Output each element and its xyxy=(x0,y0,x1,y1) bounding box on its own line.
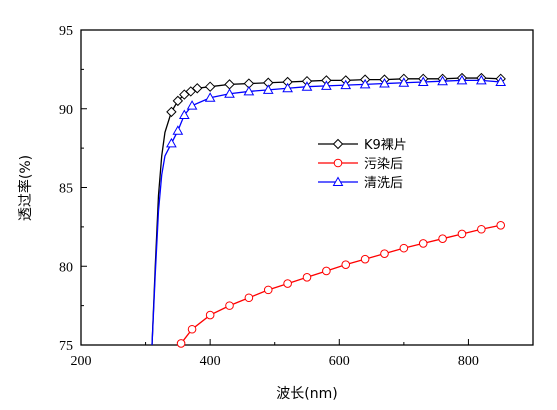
y-axis-ticks: 75 80 85 90 95 xyxy=(59,24,87,354)
y-tick-label: 75 xyxy=(59,339,73,354)
data-point xyxy=(166,106,177,118)
data-point xyxy=(475,74,487,85)
data-point xyxy=(399,243,409,253)
y-tick-label: 95 xyxy=(59,24,73,39)
legend-label: 污染后 xyxy=(364,157,403,172)
series-line xyxy=(151,79,501,346)
data-point xyxy=(301,81,313,91)
data-point xyxy=(263,285,273,295)
data-point xyxy=(225,301,234,310)
series-line xyxy=(180,224,501,344)
data-point xyxy=(172,95,184,107)
data-point xyxy=(456,74,468,85)
data-point xyxy=(341,260,351,269)
x-tick-label: 800 xyxy=(458,354,479,369)
data-point xyxy=(398,77,410,87)
data-point xyxy=(176,339,186,348)
data-point xyxy=(262,84,274,94)
data-point xyxy=(359,78,371,89)
series-1 xyxy=(176,221,506,348)
data-point xyxy=(379,78,390,88)
data-point xyxy=(224,79,235,90)
legend-label: 清洗后 xyxy=(364,176,403,191)
data-point xyxy=(321,80,332,90)
x-axis-label: 波长(nm) xyxy=(276,386,337,402)
data-point xyxy=(380,249,389,258)
legend-marker xyxy=(333,158,343,168)
data-point xyxy=(243,85,255,96)
legend-marker xyxy=(332,176,344,186)
data-point xyxy=(186,100,198,110)
data-point xyxy=(477,224,486,234)
data-point xyxy=(360,254,370,264)
data-point xyxy=(204,92,216,102)
data-point xyxy=(282,82,293,93)
y-tick-label: 80 xyxy=(59,260,73,275)
data-point xyxy=(340,79,352,90)
data-point xyxy=(437,75,448,86)
y-tick-label: 90 xyxy=(59,103,73,118)
data-point xyxy=(204,81,216,92)
x-axis-ticks: 200 400 600 800 xyxy=(71,339,479,369)
data-point xyxy=(283,279,292,288)
data-point xyxy=(495,76,507,86)
legend-label: K9裸片 xyxy=(364,138,407,153)
data-point xyxy=(172,125,184,135)
series-line xyxy=(151,77,501,346)
data-point xyxy=(192,83,203,94)
data-point xyxy=(302,272,312,282)
series-0 xyxy=(151,72,506,346)
legend-marker xyxy=(332,138,344,150)
data-point xyxy=(418,239,428,248)
x-tick-label: 600 xyxy=(329,354,350,369)
data-point xyxy=(166,137,177,148)
data-point xyxy=(457,229,467,239)
y-axis-label: 透过率(%) xyxy=(17,155,34,221)
data-point xyxy=(205,310,215,320)
data-point xyxy=(244,293,254,303)
data-point xyxy=(438,234,447,243)
x-tick-label: 400 xyxy=(200,354,221,369)
data-point xyxy=(496,221,506,230)
data-point xyxy=(224,88,235,98)
series-2 xyxy=(151,74,507,346)
data-point xyxy=(417,76,429,86)
data-point xyxy=(178,109,190,120)
y-tick-label: 85 xyxy=(59,182,73,197)
series-layer xyxy=(151,72,507,348)
data-point xyxy=(187,324,197,334)
x-tick-label: 200 xyxy=(71,354,92,369)
data-point xyxy=(322,266,331,276)
